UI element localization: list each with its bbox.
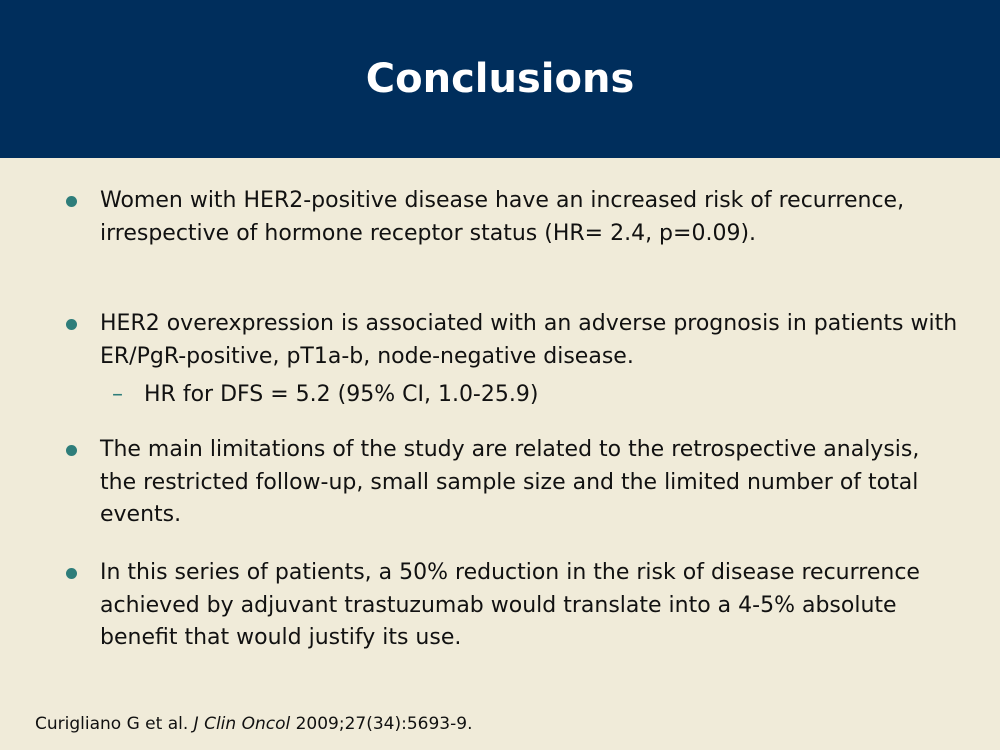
bullet-text: HER2 overexpression is associated with a… [100,311,958,369]
bullet-dot-icon [66,196,77,207]
bullet-dot-icon [66,445,77,456]
title-bar [0,0,1000,158]
slide-title: Conclusions [365,56,635,102]
bullet-text: In this series of patients, a 50% reduct… [100,560,920,650]
citation-details: 2009;27(34):5693-9. [295,714,473,734]
citation: Curigliano G et al. J Clin Oncol 2009;27… [35,714,472,734]
bullet-dot-icon [66,568,77,579]
citation-journal: J Clin Oncol [193,714,291,734]
bullet-text: The main limitations of the study are re… [100,437,920,527]
bullet-text: Women with HER2-positive disease have an… [100,188,905,246]
dash-icon: – [112,382,123,407]
bullet-dot-icon [66,319,77,330]
sub-bullet-text: HR for DFS = 5.2 (95% CI, 1.0-25.9) [144,382,539,407]
citation-authors: Curigliano G et al. [35,714,189,734]
